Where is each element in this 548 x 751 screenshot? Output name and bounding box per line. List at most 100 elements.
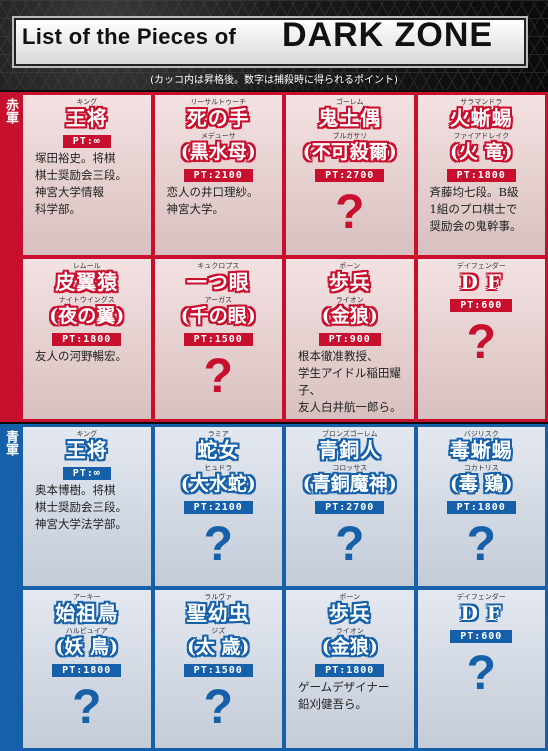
piece-ruby: デイフェンダー — [456, 262, 506, 270]
piece-card: デイフェンダー D F PT:600? — [417, 259, 545, 419]
piece-name: 蛇女 — [197, 438, 240, 462]
description-line: 奨励会の鬼幹事。 — [429, 219, 522, 233]
piece-ruby: ゴーレム — [335, 98, 364, 106]
title-box — [14, 18, 526, 66]
promoted-name: (金狼) — [321, 305, 378, 327]
promoted-name: (毒 鶏) — [449, 473, 513, 495]
piece-name: 毒蜥蜴 — [449, 438, 513, 462]
piece-name: 一つ眼 — [186, 270, 250, 294]
piece-card: キング 王将 PT:∞ 塚田裕史。将棋 棋士奨励会三段。 神宮大学情報 科学部。 — [23, 95, 151, 255]
promoted-name: (妖 鳥) — [55, 635, 119, 658]
unknown-mark: ? — [203, 518, 233, 571]
description-line: 塚田裕史。将棋 — [35, 151, 116, 165]
piece-description: 恋人の井口理紗。 神宮大学。 — [155, 182, 283, 218]
points-badge: PT:1500 — [183, 333, 253, 346]
points-badge: PT:600 — [450, 299, 513, 312]
red-team-label: 赤軍 — [0, 92, 20, 422]
promoted-name: (黒水母) — [180, 141, 256, 163]
points-badge: PT:1800 — [52, 663, 122, 677]
header-banner: List of the Pieces of DARK ZONE (カッコ内は昇格… — [0, 0, 548, 90]
description-line: 恋人の井口理紗。 — [166, 185, 259, 199]
promoted-ruby: ナイトウイングス — [58, 296, 115, 304]
title-main: DARK ZONE — [282, 16, 494, 54]
points-badge: PT:1800 — [315, 663, 385, 677]
promoted-name: (火 竜) — [449, 141, 513, 163]
promoted-ruby: ライオン — [335, 626, 364, 635]
blue-pieces-grid: キング 王将 PT:∞ 奥本博樹。将棋 棋士奨励会三段。 神宮大学法学部。 ラミア 蛇女 ヒュド… — [20, 424, 548, 751]
description-line: 学生アイドル稲田耀子、 — [298, 366, 401, 397]
piece-card: キュクロプス 一つ眼 アーガス (千の眼) PT:1500? — [154, 259, 282, 419]
piece-name: 王将 — [65, 106, 108, 130]
points-badge: PT:1500 — [183, 663, 253, 677]
description-line: 根本徹准教授、 — [298, 349, 379, 363]
piece-ruby: ラミア — [207, 430, 229, 438]
piece-card: キング 王将 PT:∞ 奥本博樹。将棋 棋士奨励会三段。 神宮大学法学部。 — [23, 427, 151, 586]
description-line: 斉藤均七段。B級 — [429, 185, 519, 199]
description-line: 奥本博樹。将棋 — [35, 483, 116, 497]
description-line: 科学部。 — [35, 202, 81, 216]
promoted-name: (千の眼) — [180, 305, 256, 327]
points-badge: PT:1800 — [52, 333, 122, 346]
piece-ruby: ポーン — [339, 592, 361, 601]
promoted-name: (大水蛇) — [180, 473, 256, 495]
description-line: 神宮大学情報 — [35, 185, 104, 199]
piece-name: 鬼土偶 — [318, 106, 382, 130]
piece-ruby: アーキー — [72, 592, 101, 601]
piece-ruby: ブロンズゴーレム — [321, 430, 378, 438]
piece-name: 火蜥蜴 — [449, 106, 513, 130]
piece-card: ポーン 歩兵ライオン (金狼) PT:900 根本徹准教授、学生アイドル稲田耀子、友人白… — [286, 259, 414, 419]
piece-card: ラミア 蛇女ヒュドラ (大水蛇) PT:2100? — [154, 427, 282, 586]
points-badge: PT:900 — [318, 333, 381, 346]
promoted-name: (不可殺爾) — [302, 141, 397, 163]
unknown-mark: ? — [335, 186, 365, 239]
points-badge: PT:2700 — [315, 501, 385, 514]
title-prefix: List of the Pieces of — [22, 24, 237, 49]
promoted-ruby: コカトリス — [463, 464, 499, 472]
promoted-ruby: メデューサ — [200, 132, 236, 140]
piece-name: 始祖鳥 — [55, 600, 119, 625]
points-badge: PT:2100 — [183, 501, 253, 514]
description-line: 棋士奨励会三段。 — [35, 500, 127, 514]
description-line: ゲームデザイナー — [298, 679, 390, 694]
subtitle: (カッコ内は昇格後。数字は捕殺時に得られるポイント) — [150, 75, 398, 86]
piece-name: 死の手 — [186, 106, 250, 130]
promoted-name: (夜の翼) — [49, 305, 125, 327]
piece-description: 奥本博樹。将棋 棋士奨励会三段。 神宮大学法学部。 — [23, 480, 151, 533]
piece-description: 塚田裕史。将棋 棋士奨励会三段。 神宮大学情報 科学部。 — [23, 148, 151, 218]
points-badge: PT:2700 — [315, 169, 385, 182]
piece-ruby: ポーン — [339, 262, 361, 270]
piece-ruby: キュクロプス — [197, 262, 240, 270]
promoted-ruby: ファイアドレイク — [453, 132, 510, 140]
piece-ruby: ラルヴァ — [204, 592, 233, 601]
promoted-ruby: ハルピュイア — [65, 626, 108, 635]
unknown-mark: ? — [72, 680, 102, 734]
piece-name: 皮翼猿 — [55, 270, 119, 294]
piece-name: 歩兵 — [328, 270, 371, 294]
piece-card: デイフェンダー D F PT:600? — [417, 589, 545, 748]
points-badge: PT:1800 — [446, 169, 516, 182]
description-line: 鉛刈健吾ら。 — [298, 696, 367, 711]
unknown-mark: ? — [466, 316, 496, 369]
piece-card: ポーン 歩兵 ライオン (金狼) PT:1800 ゲームデザイナー 鉛刈健吾ら。 — [286, 589, 414, 748]
description-line: 友人の河野暢宏。 — [35, 349, 127, 363]
points-badge: PT:∞ — [62, 135, 111, 148]
promoted-name: (金狼) — [321, 635, 378, 658]
promoted-ruby: ヒュドラ — [204, 464, 233, 472]
piece-description: ゲームデザイナー 鉛刈健吾ら。 — [286, 677, 414, 713]
piece-ruby: サラマンドラ — [460, 98, 503, 106]
piece-card: バジリスク 毒蜥蜴 コカトリス (毒 鶏) PT:1800? — [417, 427, 545, 586]
unknown-mark: ? — [466, 646, 496, 700]
promoted-ruby: コロッサス — [332, 464, 368, 472]
points-badge: PT:2100 — [183, 169, 253, 182]
unknown-mark: ? — [466, 518, 496, 571]
points-badge: PT:1800 — [446, 501, 516, 514]
piece-name: 王将 — [65, 438, 108, 462]
piece-card: サラマンドラ 火蜥蜴ファイアドレイク (火 竜) PT:1800 斉藤均七段。B級 1組の… — [417, 95, 546, 255]
piece-ruby: キング — [76, 98, 98, 106]
promoted-ruby: ライオン — [335, 296, 364, 304]
red-pieces-grid: キング 王将 PT:∞ 塚田裕史。将棋 棋士奨励会三段。 神宮大学情報 科学部。 リーサルトゥ… — [20, 92, 548, 422]
piece-ruby: リーサルトゥーチ — [190, 98, 247, 106]
piece-description: 斉藤均七段。B級 1組のプロ棋士で 奨励会の鬼幹事。 — [418, 182, 546, 235]
description-line: 友人白井航一郎ら。 — [298, 400, 402, 414]
piece-card: アーキー 始祖鳥 ハルピュイア (妖 鳥) PT:1800? — [23, 589, 151, 748]
